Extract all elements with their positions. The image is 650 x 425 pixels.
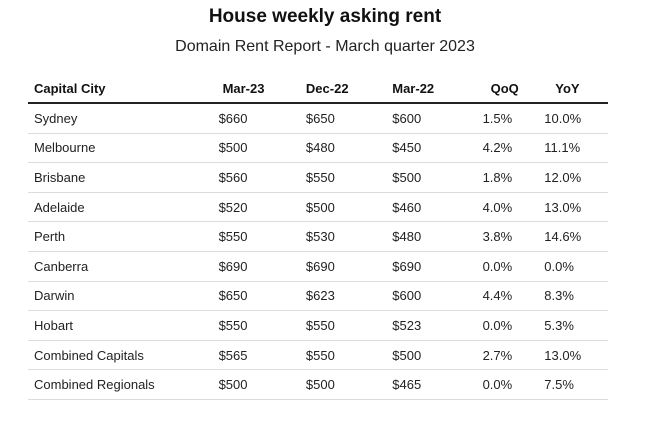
table-row: Darwin $650 $623 $600 4.4% 8.3% [28,281,608,312]
cell-mar-23: $550 [215,221,303,252]
table-row: Adelaide $520 $500 $460 4.0% 13.0% [28,192,608,223]
cell-dec-22: $480 [302,133,391,164]
cell-dec-22: $550 [302,340,391,371]
cell-mar-22: $480 [390,221,478,252]
cell-yoy: 5.3% [544,310,608,341]
cell-mar-23: $565 [215,340,303,371]
cell-yoy: 10.0% [544,103,608,134]
header-dec-22: Dec-22 [302,74,391,104]
cell-dec-22: $550 [302,162,391,193]
cell-mar-23: $650 [215,281,303,312]
cell-mar-23: $520 [215,192,303,223]
cell-mar-22: $450 [390,133,478,164]
header-qoq: QoQ [477,74,545,104]
cell-yoy: 13.0% [544,192,608,223]
cell-city: Sydney [28,103,216,134]
cell-city: Brisbane [28,162,216,193]
cell-qoq: 2.7% [477,340,545,371]
cell-yoy: 0.0% [544,251,608,282]
cell-mar-23: $500 [215,369,303,400]
cell-mar-22: $600 [390,103,478,134]
table-row: Sydney $660 $650 $600 1.5% 10.0% [28,103,608,134]
cell-yoy: 14.6% [544,221,608,252]
header-capital-city: Capital City [28,74,216,104]
cell-yoy: 13.0% [544,340,608,371]
cell-dec-22: $500 [302,369,391,400]
cell-dec-22: $550 [302,310,391,341]
cell-qoq: 0.0% [477,251,545,282]
cell-mar-23: $550 [215,310,303,341]
table-row: Perth $550 $530 $480 3.8% 14.6% [28,221,608,252]
cell-qoq: 0.0% [477,369,545,400]
cell-dec-22: $690 [302,251,391,282]
cell-qoq: 3.8% [477,221,545,252]
cell-city: Canberra [28,251,216,282]
cell-qoq: 4.0% [477,192,545,223]
cell-mar-23: $560 [215,162,303,193]
header-mar-22: Mar-22 [390,74,478,104]
table-row: Hobart $550 $550 $523 0.0% 5.3% [28,310,608,341]
rent-table: Capital City Mar-23 Dec-22 Mar-22 QoQ Yo… [28,74,608,400]
cell-yoy: 8.3% [544,281,608,312]
cell-yoy: 7.5% [544,369,608,400]
cell-mar-23: $500 [215,133,303,164]
cell-city: Combined Regionals [28,369,216,400]
cell-mar-22: $500 [390,340,478,371]
cell-city: Darwin [28,281,216,312]
cell-mar-22: $500 [390,162,478,193]
cell-qoq: 1.8% [477,162,545,193]
table-header: Capital City Mar-23 Dec-22 Mar-22 QoQ Yo… [28,74,608,104]
cell-qoq: 0.0% [477,310,545,341]
table-row: Brisbane $560 $550 $500 1.8% 12.0% [28,162,608,193]
table-row: Canberra $690 $690 $690 0.0% 0.0% [28,251,608,282]
report-title: House weekly asking rent [208,6,442,27]
cell-city: Combined Capitals [28,340,216,371]
table-body: Sydney $660 $650 $600 1.5% 10.0% Melbourne $500… [28,103,608,400]
cell-yoy: 11.1% [544,133,608,164]
cell-mar-23: $660 [215,103,303,134]
header-yoy: YoY [544,74,608,104]
cell-mar-22: $600 [390,281,478,312]
cell-city: Adelaide [28,192,216,223]
header-row: Capital City Mar-23 Dec-22 Mar-22 QoQ Yo… [28,74,608,104]
cell-qoq: 4.2% [477,133,545,164]
cell-mar-22: $523 [390,310,478,341]
cell-dec-22: $500 [302,192,391,223]
header-mar-23: Mar-23 [215,74,303,104]
cell-city: Perth [28,221,216,252]
cell-dec-22: $650 [302,103,391,134]
cell-mar-22: $460 [390,192,478,223]
cell-mar-23: $690 [215,251,303,282]
cell-yoy: 12.0% [544,162,608,193]
report-subtitle: Domain Rent Report - March quarter 2023 [175,38,475,55]
cell-city: Melbourne [28,133,216,164]
cell-city: Hobart [28,310,216,341]
cell-qoq: 1.5% [477,103,545,134]
table-row: Melbourne $500 $480 $450 4.2% 11.1% [28,133,608,164]
cell-mar-22: $465 [390,369,478,400]
cell-dec-22: $530 [302,221,391,252]
cell-dec-22: $623 [302,281,391,312]
table-row: Combined Capitals $565 $550 $500 2.7% 13.0% [28,340,608,371]
cell-qoq: 4.4% [477,281,545,312]
table-row: Combined Regionals $500 $500 $465 0.0% 7.5% [28,369,608,400]
cell-mar-22: $690 [390,251,478,282]
